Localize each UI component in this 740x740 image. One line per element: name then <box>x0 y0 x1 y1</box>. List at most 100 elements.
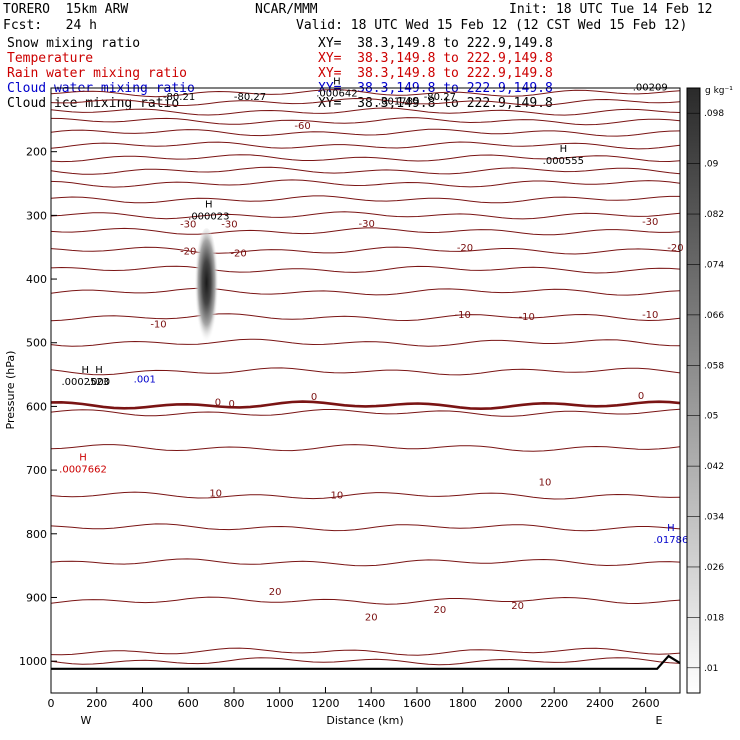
colorbar-tick-label: .066 <box>704 311 724 321</box>
isotherm-line <box>51 166 680 175</box>
isotherm-line <box>51 117 680 126</box>
x-tick-label: 1000 <box>266 697 294 710</box>
y-tick-label: 200 <box>26 146 47 159</box>
colorbar-tick-label: .042 <box>704 462 724 472</box>
x-tick-label: 2000 <box>494 697 522 710</box>
isotherm-line <box>51 179 680 188</box>
x-tick-label: 1800 <box>449 697 477 710</box>
contour-label: 10 <box>209 488 222 499</box>
model-label: TORERO 15km ARW <box>3 2 129 17</box>
y-tick-label: 800 <box>26 528 47 541</box>
x-tick-label: 1200 <box>311 697 339 710</box>
top-contour-label: -80.21 <box>163 92 195 103</box>
contour-label: -10 <box>519 312 535 323</box>
colorbar-tick-label: .082 <box>704 210 724 220</box>
contour-label: 20 <box>433 605 446 616</box>
isotherm-line <box>51 596 680 605</box>
contour-label: -10 <box>150 320 166 331</box>
extremum-mark: H <box>82 365 90 376</box>
field-xy-snow: XY= 38.3,149.8 to 222.9,149.8 <box>318 36 553 51</box>
contour-label: -30 <box>642 217 658 228</box>
contour-label: -20 <box>667 243 683 254</box>
x-tick-label: 2200 <box>540 697 568 710</box>
x-tick-label: 1400 <box>357 697 385 710</box>
colorbar-units: g kg⁻¹ <box>705 86 733 96</box>
isotherm-line <box>51 400 680 411</box>
y-tick-label: 700 <box>26 464 47 477</box>
isotherm-line <box>51 367 680 376</box>
contour-label: 0 <box>311 392 317 403</box>
isotherm-line <box>51 128 680 137</box>
isotherm-line <box>51 491 680 500</box>
x-tick-label: 2600 <box>632 697 660 710</box>
extremum-value: .001785 <box>378 97 419 108</box>
field-name-temperature: Temperature <box>7 51 94 66</box>
contour-label: -30 <box>180 220 196 231</box>
field-xy-rain: XY= 38.3,149.8 to 222.9,149.8 <box>318 66 553 81</box>
contour-label: -20 <box>230 248 246 259</box>
colorbar-tick-label: .09 <box>704 160 719 170</box>
contour-label: 10 <box>539 478 552 489</box>
field-name-rain: Rain water mixing ratio <box>7 66 188 81</box>
extremum-mark: H <box>79 453 87 464</box>
forecast-hour: Fcst: 24 h <box>3 18 97 33</box>
x-tick-label: 600 <box>178 697 199 710</box>
extremum-value: .000642 <box>316 88 357 99</box>
isotherm-line <box>51 647 680 656</box>
isotherm-line <box>51 265 680 274</box>
init-time: Init: 18 UTC Tue 14 Feb 12 <box>509 2 713 17</box>
contour-label: -20 <box>180 246 196 257</box>
extremum-value: .01786 <box>653 535 688 546</box>
west-label: W <box>81 714 92 727</box>
terrain-line <box>51 654 680 670</box>
extremum-value: .0007662 <box>59 465 107 476</box>
colorbar-tick-label: .01 <box>704 664 718 674</box>
x-tick-label: 2400 <box>586 697 614 710</box>
contour-label: -20 <box>457 243 473 254</box>
isotherm-line <box>51 141 680 150</box>
extremum-value: .000555 <box>543 156 584 167</box>
extremum-value: .0002523 <box>61 377 109 388</box>
contour-label: 20 <box>269 587 282 598</box>
isotherm-line <box>51 657 680 666</box>
isotherm-line <box>51 444 680 452</box>
y-tick-label: 900 <box>26 591 47 604</box>
isotherm-line <box>51 338 680 347</box>
contour-label: 0 <box>229 399 235 410</box>
plot-frame <box>50 87 681 694</box>
y-axis-title: Pressure (hPa) <box>4 351 17 430</box>
snow-shading-blob <box>194 228 219 350</box>
contour-label: 0 <box>215 397 221 408</box>
x-tick-label: 200 <box>86 697 107 710</box>
x-tick-label: 400 <box>132 697 153 710</box>
y-tick-label: 300 <box>26 209 47 222</box>
isotherm-line <box>51 246 680 255</box>
colorbar <box>686 87 701 694</box>
org-label: NCAR/MMM <box>255 2 318 17</box>
colorbar-tick-label: .058 <box>704 361 724 371</box>
contour-label: -30 <box>358 219 374 230</box>
isotherm-line <box>51 558 680 567</box>
contour-label: 20 <box>365 613 378 624</box>
field-xy-temperature: XY= 38.3,149.8 to 222.9,149.8 <box>318 51 553 66</box>
east-label: E <box>656 714 663 727</box>
contour-label: 0 <box>638 391 644 402</box>
isotherm-line <box>51 287 680 296</box>
contour-label: 20 <box>511 601 524 612</box>
extremum-value: .000023 <box>188 211 229 222</box>
extremum-mark: H <box>95 365 103 376</box>
isotherm-line <box>51 227 680 236</box>
x-tick-label: 0 <box>48 697 55 710</box>
isotherm-line <box>51 195 680 204</box>
y-tick-label: 1000 <box>19 655 47 668</box>
isotherm-line <box>51 211 680 220</box>
x-axis-title: Distance (km) <box>326 714 403 727</box>
colorbar-tick-label: .026 <box>704 563 724 573</box>
field-name-snow: Snow mixing ratio <box>7 36 141 51</box>
extremum-mark: H <box>560 144 568 155</box>
y-tick-label: 600 <box>26 400 47 413</box>
isotherm-line <box>51 313 680 322</box>
colorbar-tick-label: .098 <box>704 109 724 119</box>
isotherm-line <box>51 408 680 417</box>
